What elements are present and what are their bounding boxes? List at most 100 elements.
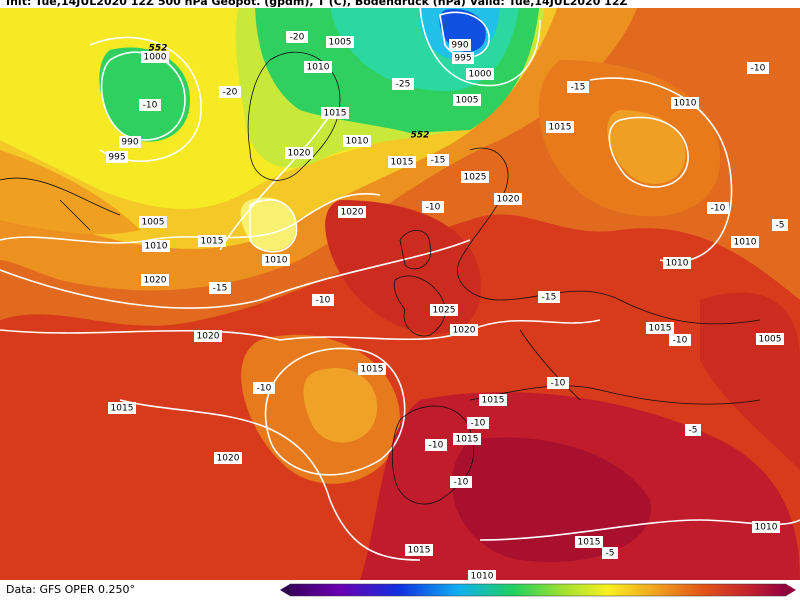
label-box	[450, 476, 472, 488]
label-box	[685, 424, 701, 436]
contour-label: 1015	[649, 324, 672, 334]
label-box	[602, 547, 618, 559]
label-box	[547, 377, 569, 389]
label-box	[422, 201, 444, 213]
label-box	[338, 206, 366, 218]
label-box	[253, 382, 275, 394]
contour-label: -10	[454, 478, 469, 488]
contour-label: -15	[542, 293, 557, 303]
label-box	[546, 121, 574, 133]
label-box	[468, 570, 496, 580]
label-box	[772, 219, 788, 231]
label-box	[326, 36, 354, 48]
contour-label: 1000	[144, 53, 167, 63]
label-box	[731, 236, 759, 248]
contour-label: 1020	[497, 195, 520, 205]
label-box	[321, 107, 349, 119]
data-source: Data: GFS OPER 0.250°	[6, 583, 135, 596]
contour-label: 1015	[324, 109, 347, 119]
contour-label: -10	[551, 379, 566, 389]
label-box	[707, 202, 729, 214]
label-box	[430, 304, 458, 316]
label-box	[466, 68, 494, 80]
label-box	[343, 135, 371, 147]
contour-label: -10	[257, 384, 272, 394]
contour-label: -10	[471, 419, 486, 429]
label-box	[262, 254, 290, 266]
label-box	[219, 86, 241, 98]
contour-label: 1005	[329, 38, 352, 48]
contour-label: -15	[213, 284, 228, 294]
contour-label: 1010	[145, 242, 168, 252]
contour-label: 1020	[341, 208, 364, 218]
contour-label: 990	[121, 138, 138, 148]
label-box	[452, 52, 474, 64]
label-box	[663, 257, 691, 269]
colorbar	[280, 583, 796, 597]
contour-label: -5	[606, 549, 615, 559]
contour-label: 1020	[144, 276, 167, 286]
label-box	[209, 282, 231, 294]
contour-label: -25	[396, 80, 411, 90]
label-box	[449, 39, 471, 51]
contour-label: 1010	[265, 256, 288, 266]
label-box	[358, 363, 386, 375]
contour-label: -15	[431, 156, 446, 166]
geopotential-label: 552	[149, 44, 168, 54]
contour-label: 1015	[456, 435, 479, 445]
contour-label: 1010	[346, 137, 369, 147]
label-box	[427, 154, 449, 166]
contour-label: 1005	[456, 96, 479, 106]
label-box	[286, 31, 308, 43]
contour-label: 1015	[408, 546, 431, 556]
label-box	[479, 394, 507, 406]
contour-label: 1015	[549, 123, 572, 133]
contour-label: 1010	[734, 238, 757, 248]
contour-label: 1025	[433, 306, 456, 316]
contour-label: -20	[223, 88, 238, 98]
contour-label: -5	[776, 221, 785, 231]
label-box	[538, 291, 560, 303]
label-box	[388, 156, 416, 168]
label-box	[646, 322, 674, 334]
map-labels: 1000 -10 990 995 -20 -20 1005 990 995 1000 -25 1005…	[106, 31, 788, 580]
label-box	[194, 330, 222, 342]
label-box	[756, 333, 784, 345]
label-box	[214, 452, 242, 464]
label-box	[108, 402, 136, 414]
map-field: 1000 -10 990 995 -20 -20 1005 990 995 1000 -25 1005…	[0, 0, 800, 580]
label-box	[461, 171, 489, 183]
contour-label: -10	[751, 64, 766, 74]
contour-label: 1015	[578, 538, 601, 548]
label-box	[453, 94, 481, 106]
contour-label: 1010	[674, 99, 697, 109]
geopotential-label: 552	[411, 131, 430, 141]
label-box	[141, 51, 169, 63]
contour-label: -20	[290, 33, 305, 43]
contour-label: -10	[426, 203, 441, 213]
label-box	[198, 235, 226, 247]
header-bar	[0, 0, 800, 8]
contour-label: -5	[689, 426, 698, 436]
label-box	[139, 216, 167, 228]
contour-label: 1015	[361, 365, 384, 375]
contour-label: 1000	[469, 70, 492, 80]
label-box	[752, 521, 780, 533]
contour-label: -10	[143, 101, 158, 111]
contour-label: 995	[108, 153, 125, 163]
label-box	[575, 536, 603, 548]
contour-label: -10	[429, 441, 444, 451]
contour-label: -10	[316, 296, 331, 306]
label-box	[405, 544, 433, 556]
contour-label: 1005	[759, 335, 782, 345]
contour-label: 1010	[755, 523, 778, 533]
contour-label: 1015	[111, 404, 134, 414]
label-box	[467, 417, 489, 429]
contour-label: 995	[454, 54, 471, 64]
label-box	[141, 274, 169, 286]
contour-label: 1005	[142, 218, 165, 228]
contour-label: 1015	[482, 396, 505, 406]
contour-label: 1020	[453, 326, 476, 336]
label-box	[106, 151, 128, 163]
